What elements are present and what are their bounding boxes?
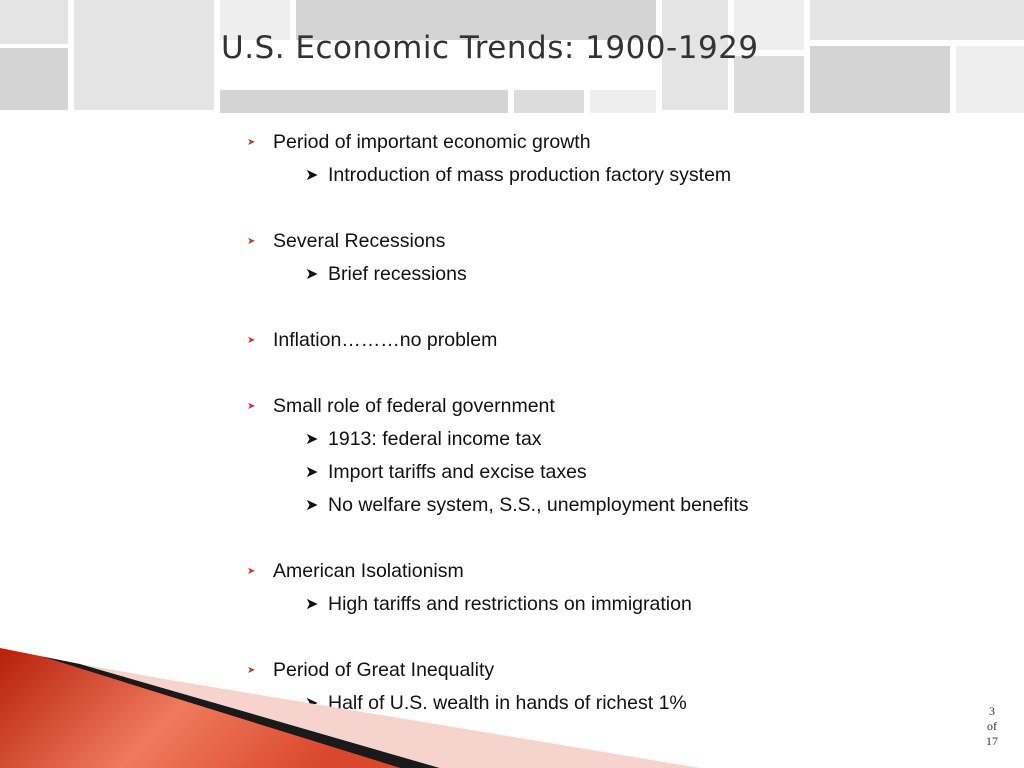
decor-tile	[0, 48, 68, 110]
sub-bullet-text: No welfare system, S.S., unemployment be…	[328, 494, 749, 516]
page-of-label: of	[987, 719, 997, 733]
sub-bullet-item: ➤ Import tariffs and excise taxes	[244, 456, 984, 489]
arrow-bullet-icon: ➤	[305, 464, 319, 481]
sub-bullet-text: High tariffs and restrictions on immigra…	[328, 593, 692, 615]
decor-tile	[0, 0, 68, 44]
decor-tile	[590, 90, 656, 113]
bullet-text: Small role of federal government	[273, 395, 555, 417]
bullet-text: Period of important economic growth	[273, 131, 591, 153]
decor-tile	[810, 46, 950, 113]
sub-bullet-item: ➤ No welfare system, S.S., unemployment b…	[244, 489, 984, 522]
arrow-bullet-icon: ➤	[305, 266, 319, 283]
sub-bullet-item: ➤ High tariffs and restrictions on immigr…	[244, 588, 984, 621]
page-total: 17	[986, 734, 998, 748]
header-banner: U.S. Economic Trends: 1900-1929	[0, 0, 1024, 113]
page-current: 3	[989, 704, 995, 718]
sub-bullet-text: Introduction of mass production factory …	[328, 164, 732, 186]
sub-bullet-text: 1913: federal income tax	[328, 428, 542, 450]
arrow-bullet-icon: ➤	[247, 566, 256, 577]
bullet-list: ➤ Period of important economic growth ➤ In…	[244, 126, 984, 720]
swoosh-red-shape	[0, 648, 400, 768]
bullet-text: Several Recessions	[273, 230, 446, 252]
sub-bullet-text: Brief recessions	[328, 263, 467, 285]
bullet-item: ➤ Period of Great Inequality	[244, 654, 984, 687]
arrow-bullet-icon: ➤	[247, 335, 256, 346]
sub-bullet-text: Half of U.S. wealth in hands of richest …	[328, 692, 687, 714]
bullet-text: American Isolationism	[273, 560, 464, 582]
bullet-item: ➤ Inflation………no problem	[244, 324, 984, 357]
bullet-item: ➤ Small role of federal government	[244, 390, 984, 423]
arrow-bullet-icon: ➤	[305, 167, 319, 184]
sub-bullet-item: ➤ Brief recessions	[244, 258, 984, 291]
decor-tile	[956, 46, 1024, 113]
arrow-bullet-icon: ➤	[305, 497, 319, 514]
bullet-item: ➤ American Isolationism	[244, 555, 984, 588]
arrow-bullet-icon: ➤	[305, 431, 319, 448]
sub-bullet-item: ➤ 1913: federal income tax	[244, 423, 984, 456]
decor-tile	[734, 0, 804, 50]
decor-tile	[220, 90, 508, 113]
arrow-bullet-icon: ➤	[247, 665, 256, 676]
swoosh-black-band	[40, 656, 440, 768]
decor-tile	[734, 56, 804, 113]
sub-bullet-text: Import tariffs and excise taxes	[328, 461, 587, 483]
corner-swoosh-decoration	[0, 648, 700, 768]
decor-tile	[220, 0, 290, 40]
sub-bullet-item: ➤ Introduction of mass production factory…	[244, 159, 984, 192]
decor-tile	[662, 0, 728, 110]
bullet-item: ➤ Period of important economic growth	[244, 126, 984, 159]
arrow-bullet-icon: ➤	[247, 236, 256, 247]
decor-tile	[810, 0, 1024, 40]
bullet-text: Inflation………no problem	[273, 329, 498, 351]
decor-tile	[296, 0, 656, 40]
arrow-bullet-icon: ➤	[305, 596, 319, 613]
bullet-item: ➤ Several Recessions	[244, 225, 984, 258]
slide-title: U.S. Economic Trends: 1900-1929	[221, 30, 759, 66]
decor-tile	[514, 90, 584, 113]
bullet-text: Period of Great Inequality	[273, 659, 495, 681]
page-counter: 3 of 17	[968, 704, 1016, 749]
arrow-bullet-icon: ➤	[247, 137, 256, 148]
swoosh-pink-band	[80, 664, 700, 768]
arrow-bullet-icon: ➤	[247, 401, 256, 412]
decor-tile	[74, 0, 214, 110]
